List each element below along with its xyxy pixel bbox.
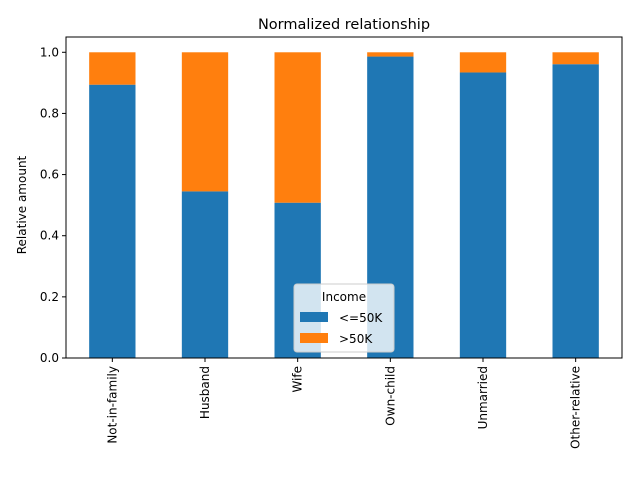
x-tick-label-own-child: Own-child	[383, 366, 397, 426]
y-tick-label: 1.0	[40, 45, 59, 59]
y-tick-label: 0.6	[40, 168, 59, 182]
bar-unmarried-gt-50k	[459, 52, 507, 73]
bar-other-relative-gt-50k	[552, 52, 599, 65]
bar-other-relative-le-50k	[552, 64, 599, 359]
legend-label-gt-50k: >50K	[339, 332, 373, 346]
bar-own-child-gt-50k	[367, 52, 414, 57]
bar-unmarried-le-50k	[459, 72, 507, 358]
y-tick-label: 0.2	[40, 290, 59, 304]
x-tick-label-other-relative: Other-relative	[569, 366, 583, 449]
bar-husband-gt-50k	[181, 52, 229, 192]
axes-frame	[65, 36, 623, 359]
y-axis-title: Relative amount	[15, 155, 29, 254]
legend-label-le-50k: <=50K	[339, 311, 383, 325]
y-tick-label: 0.8	[40, 106, 59, 120]
legend-title: Income	[322, 290, 366, 304]
legend: Income <=50K >50K	[293, 283, 395, 353]
x-tick-label-wife: Wife	[291, 366, 305, 393]
y-tick-label: 0.4	[40, 229, 59, 243]
plot-area: 0.0 0.2 0.4 0.6 0.8 1.0 Not-in-family Husband Wi…	[40, 36, 623, 449]
y-tick-label: 0.0	[40, 351, 59, 365]
x-tick-label-unmarried: Unmarried	[476, 366, 490, 429]
legend-swatch-le-50k	[300, 312, 328, 322]
chart-title: Normalized relationship	[258, 17, 430, 33]
legend-swatch-gt-50k	[300, 333, 328, 343]
x-tick-label-husband: Husband	[198, 366, 212, 419]
bar-husband-le-50k	[181, 191, 229, 358]
bar-not-in-family-gt-50k	[89, 52, 136, 85]
bar-wife-gt-50k	[274, 52, 321, 203]
bar-not-in-family-le-50k	[89, 84, 136, 358]
x-tick-label-not-in-family: Not-in-family	[105, 366, 119, 444]
